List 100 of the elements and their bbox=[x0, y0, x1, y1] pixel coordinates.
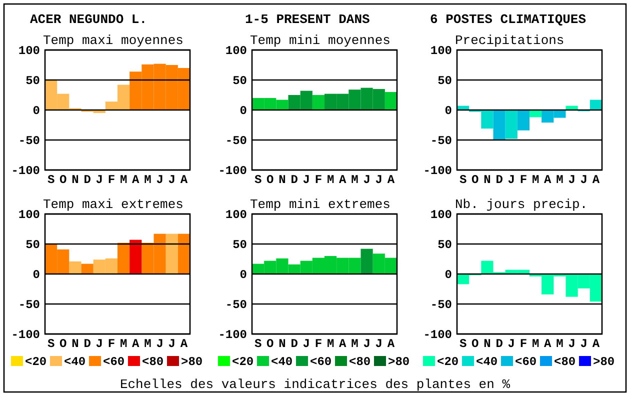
y-tick-label: -50 bbox=[225, 298, 247, 312]
y-tick-label: -100 bbox=[218, 164, 247, 178]
x-tick-label: A bbox=[132, 173, 140, 187]
legend-label: <40 bbox=[64, 355, 86, 369]
x-tick-label: O bbox=[472, 173, 479, 187]
bar bbox=[505, 110, 518, 139]
legend-label: <80 bbox=[349, 355, 371, 369]
chart-title: Precipitations bbox=[455, 33, 564, 48]
x-tick-label: M bbox=[144, 337, 152, 351]
x-tick-label: S bbox=[254, 337, 262, 351]
x-tick-label: M bbox=[120, 173, 128, 187]
x-tick-label: M bbox=[144, 173, 152, 187]
x-tick-label: F bbox=[108, 173, 116, 187]
x-tick-label: J bbox=[96, 337, 103, 351]
legend-label: <40 bbox=[271, 355, 293, 369]
x-tick-label: S bbox=[47, 337, 55, 351]
x-tick-label: J bbox=[302, 173, 310, 187]
x-tick-label: A bbox=[387, 173, 396, 187]
text: 1-5 PRESENT DANS bbox=[245, 12, 370, 27]
x-tick-label: M bbox=[532, 337, 540, 351]
x-tick-label: O bbox=[60, 337, 67, 351]
x-tick-label: J bbox=[580, 337, 588, 351]
x-tick-label: J bbox=[96, 173, 103, 187]
y-tick-label: 100 bbox=[225, 44, 247, 58]
x-tick-label: O bbox=[472, 337, 479, 351]
legend-label: <60 bbox=[310, 355, 332, 369]
x-tick-label: F bbox=[520, 173, 528, 187]
text: Echelles des valeurs indicatrices des plantes en % bbox=[120, 377, 510, 392]
legend-label: <40 bbox=[476, 355, 498, 369]
bar bbox=[493, 110, 506, 140]
x-tick-label: N bbox=[484, 173, 491, 187]
legend-label: <20 bbox=[232, 355, 254, 369]
legend-label: >80 bbox=[388, 355, 410, 369]
x-tick-label: N bbox=[484, 337, 491, 351]
bar bbox=[118, 242, 130, 274]
x-tick-label: J bbox=[156, 173, 164, 187]
x-tick-label: J bbox=[508, 173, 515, 187]
bar bbox=[530, 110, 542, 118]
x-tick-label: J bbox=[363, 173, 370, 187]
legend-label: <60 bbox=[103, 355, 125, 369]
x-tick-label: D bbox=[496, 337, 503, 351]
x-tick-label: A bbox=[180, 173, 188, 187]
y-tick-label: 50 bbox=[26, 238, 40, 252]
x-tick-label: M bbox=[556, 173, 564, 187]
x-tick-label: D bbox=[84, 173, 91, 187]
x-tick-label: D bbox=[496, 173, 503, 187]
y-tick-label: 100 bbox=[430, 44, 452, 58]
bar bbox=[81, 264, 94, 274]
x-tick-label: J bbox=[302, 337, 310, 351]
y-tick-label: -100 bbox=[218, 328, 247, 342]
x-tick-label: M bbox=[351, 173, 358, 187]
x-tick-label: D bbox=[84, 337, 91, 351]
bar bbox=[384, 92, 397, 110]
x-tick-label: J bbox=[580, 173, 588, 187]
chart-title: Temp mini moyennes bbox=[250, 33, 390, 48]
x-tick-label: A bbox=[592, 173, 600, 187]
y-tick-label: 0 bbox=[32, 268, 40, 282]
x-tick-label: J bbox=[375, 173, 382, 187]
x-tick-label: M bbox=[351, 337, 358, 351]
y-tick-label: 0 bbox=[240, 268, 247, 282]
bar bbox=[130, 240, 142, 274]
x-tick-label: J bbox=[568, 173, 576, 187]
x-tick-label: S bbox=[47, 173, 55, 187]
x-tick-label: A bbox=[544, 337, 552, 351]
y-tick-label: 0 bbox=[444, 268, 452, 282]
x-tick-label: A bbox=[180, 337, 188, 351]
y-tick-label: 0 bbox=[32, 104, 40, 118]
legend-label: <20 bbox=[437, 355, 459, 369]
x-tick-label: D bbox=[290, 173, 298, 187]
y-tick-label: 100 bbox=[18, 44, 40, 58]
y-tick-label: -50 bbox=[430, 298, 452, 312]
chart-title: Temp mini extremes bbox=[250, 197, 390, 212]
legend-label: <80 bbox=[554, 355, 576, 369]
x-tick-label: J bbox=[508, 337, 515, 351]
x-tick-label: D bbox=[290, 337, 298, 351]
legend-label: >80 bbox=[181, 355, 203, 369]
y-tick-label: -50 bbox=[430, 134, 452, 148]
bar bbox=[517, 110, 530, 130]
y-tick-label: 0 bbox=[240, 104, 247, 118]
y-tick-label: 50 bbox=[438, 74, 452, 88]
x-tick-label: A bbox=[339, 337, 348, 351]
x-tick-label: S bbox=[459, 337, 467, 351]
x-tick-label: N bbox=[278, 337, 286, 351]
x-tick-label: S bbox=[459, 173, 467, 187]
y-tick-label: 50 bbox=[232, 74, 247, 88]
bar bbox=[178, 234, 190, 274]
chart-title: Nb. jours precip. bbox=[455, 197, 588, 212]
y-tick-label: -100 bbox=[11, 164, 40, 178]
x-tick-label: O bbox=[60, 173, 67, 187]
bar bbox=[360, 248, 373, 274]
x-tick-label: O bbox=[266, 173, 274, 187]
y-tick-label: -50 bbox=[18, 298, 40, 312]
y-tick-label: 50 bbox=[232, 238, 247, 252]
x-tick-label: J bbox=[363, 337, 370, 351]
x-tick-label: J bbox=[568, 337, 576, 351]
y-tick-label: -100 bbox=[11, 328, 40, 342]
y-tick-label: 100 bbox=[18, 208, 40, 222]
x-tick-label: O bbox=[266, 337, 274, 351]
y-tick-label: 100 bbox=[430, 208, 452, 222]
x-tick-label: F bbox=[314, 337, 322, 351]
